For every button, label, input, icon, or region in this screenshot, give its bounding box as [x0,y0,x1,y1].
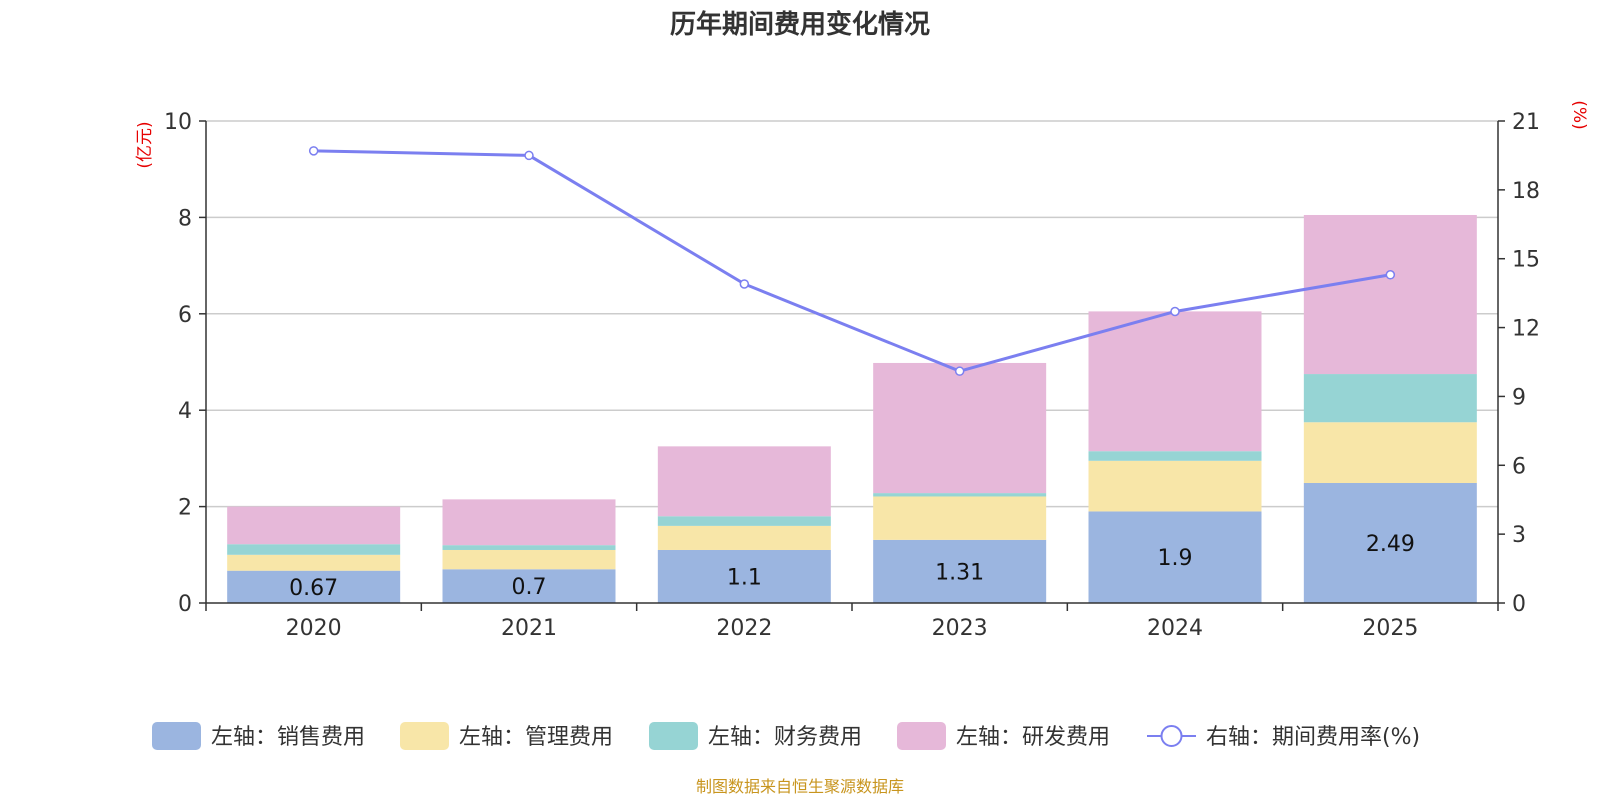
legend-label: 左轴：管理费用 [459,725,613,750]
legend[interactable]: 左轴：销售费用 左轴：管理费用 左轴：财务费用 左轴：研发费用 右轴：期间费用率(%) [152,722,1420,750]
x-axis-tick-label: 2021 [501,616,557,641]
left-axis-tick-label: 6 [178,303,192,328]
bar-segment [227,506,401,545]
legend-swatch [649,722,698,750]
bar-segment [1088,451,1262,461]
line-point [1385,270,1396,280]
x-axis-tick-label: 2022 [716,616,772,641]
bar-segment [1088,460,1262,512]
legend-label: 右轴：期间费用率(%) [1206,725,1420,750]
left-axis-tick-label: 2 [178,496,192,521]
right-axis-tick-label: 18 [1512,179,1540,204]
bar-segment [442,499,616,546]
x-axis-tick-label: 2024 [1147,616,1203,641]
legend-label: 左轴：财务费用 [708,725,862,750]
bar-segment [227,570,401,603]
bar-segment [442,549,616,570]
left-axis-tick-label: 0 [178,592,192,617]
line-point [739,279,750,289]
bar-segment [1303,482,1477,603]
line-series-path [313,149,1391,373]
bar-segment [1088,511,1262,603]
chart-title: 历年期间费用变化情况 [670,9,930,40]
bar-segment [227,554,401,571]
legend-line-marker [1160,725,1183,747]
left-axis-unit: (亿元) [135,121,155,168]
x-axis-tick-label: 2025 [1362,616,1418,641]
bar-segment [1088,311,1262,452]
left-axis-tick-label: 8 [178,206,192,231]
right-axis-tick-label: 6 [1512,454,1526,479]
line-point [954,366,965,376]
grid-lines [206,120,1498,508]
bar-segment [873,493,1047,497]
bar-data-label: 1.31 [935,560,984,585]
bar-segment [873,362,1047,494]
bar-segment [442,569,616,603]
line-point [524,150,534,161]
bar-segment [873,496,1047,540]
left-axis-tick-label: 10 [164,110,192,135]
bar-segment [442,545,616,550]
bar-segment [227,544,401,555]
bar-segment [1303,374,1477,423]
right-axis-tick-label: 15 [1512,248,1540,273]
x-axis-tick-label: 2023 [932,616,988,641]
axes: 0 2 4 6 8 10 0 3 6 9 12 15 18 21 2020 2021 2022 2023 2024 2… [164,110,1540,641]
source-note: 制图数据来自恒生聚源数据库 [696,777,904,796]
legend-label: 左轴：研发费用 [956,725,1110,750]
line-point [1170,306,1180,317]
legend-label: 左轴：销售费用 [211,725,365,750]
right-axis-tick-label: 12 [1512,317,1540,342]
bar-data-label: 1.9 [1158,546,1193,571]
line-point [308,146,319,156]
legend-swatch [897,722,946,750]
bar-segment [657,446,831,517]
bar-data-label: 0.67 [289,576,338,601]
bar-segment [1303,214,1477,375]
right-axis-tick-label: 9 [1512,385,1526,410]
legend-swatch [152,722,201,750]
right-axis-tick-label: 21 [1512,110,1540,135]
bar-segment [873,539,1047,603]
bar-data-label: 2.49 [1366,532,1415,557]
bar-segment [657,516,831,526]
x-axis-tick-label: 2020 [286,616,342,641]
line-series-group [308,146,1396,376]
right-axis-unit: (%) [1569,100,1589,129]
bar-data-label: 1.1 [727,565,762,590]
bar-segment [1303,422,1477,483]
bar-segment [657,549,831,603]
left-axis-tick-label: 4 [178,399,192,424]
bar-segment [657,525,831,550]
right-axis-tick-label: 3 [1512,523,1526,548]
bar-data-label: 0.7 [512,575,547,600]
legend-swatch [400,722,449,750]
bar-group [227,214,1477,603]
right-axis-tick-label: 0 [1512,592,1526,617]
bar-label-group: 0.67 0.7 1.1 1.31 1.9 2.49 [289,532,1415,601]
